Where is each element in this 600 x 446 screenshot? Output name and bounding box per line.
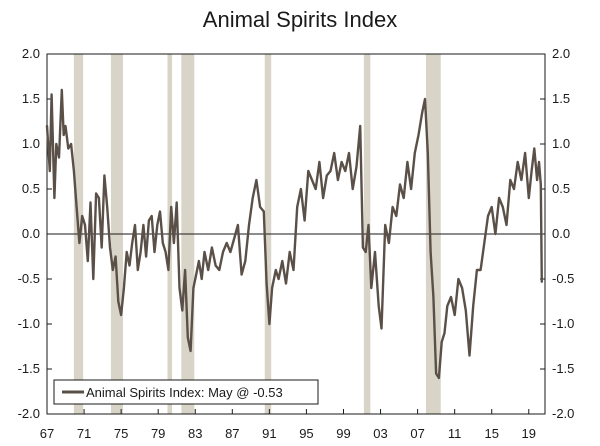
x-tick-label: 03 bbox=[373, 426, 387, 441]
x-tick-label: 83 bbox=[188, 426, 202, 441]
x-tick-label: 87 bbox=[225, 426, 239, 441]
y-tick-label-left: -2.0 bbox=[18, 406, 40, 421]
y-tick-label-right: -2.0 bbox=[552, 406, 574, 421]
legend: Animal Spirits Index: May @ -0.53 bbox=[53, 379, 319, 405]
series-line-0 bbox=[45, 88, 543, 380]
x-tick-label: 95 bbox=[299, 426, 313, 441]
y-tick-label-left: -1.5 bbox=[18, 361, 40, 376]
y-tick-label-left: 0.0 bbox=[22, 226, 40, 241]
y-tick-label-left: -1.0 bbox=[18, 316, 40, 331]
legend-label: Animal Spirits Index: May @ -0.53 bbox=[86, 385, 283, 400]
chart-title: Animal Spirits Index bbox=[203, 7, 397, 32]
y-tick-label-right: 0.0 bbox=[552, 226, 570, 241]
legend-box bbox=[53, 379, 319, 405]
x-tick-label: 99 bbox=[336, 426, 350, 441]
x-tick-label: 15 bbox=[484, 426, 498, 441]
series-layer bbox=[45, 88, 543, 380]
y-tick-label-right: -1.5 bbox=[552, 361, 574, 376]
y-tick-label-left: -0.5 bbox=[18, 271, 40, 286]
y-tick-label-left: 0.5 bbox=[22, 181, 40, 196]
x-tick-label: 07 bbox=[410, 426, 424, 441]
x-tick-label: 19 bbox=[522, 426, 536, 441]
axes: 2.0 2.0 1.5 1.5 1.0 1.0 0.5 0.5 0.0 0.0 -0.5 -0.5 -1… bbox=[18, 46, 575, 441]
y-tick-label-left: 1.0 bbox=[22, 136, 40, 151]
x-tick-label: 71 bbox=[77, 426, 91, 441]
y-tick-label-left: 1.5 bbox=[22, 91, 40, 106]
x-tick-label: 91 bbox=[262, 426, 276, 441]
x-tick-label: 79 bbox=[151, 426, 165, 441]
x-tick-label: 75 bbox=[114, 426, 128, 441]
y-tick-label-right: 1.0 bbox=[552, 136, 570, 151]
y-tick-label-right: 1.5 bbox=[552, 91, 570, 106]
x-tick-label: 11 bbox=[448, 426, 462, 441]
y-tick-label-right: -1.0 bbox=[552, 316, 574, 331]
y-tick-label-right: 0.5 bbox=[552, 181, 570, 196]
y-tick-label-right: -0.5 bbox=[552, 271, 574, 286]
y-tick-label-left: 2.0 bbox=[22, 46, 40, 61]
y-tick-label-right: 2.0 bbox=[552, 46, 570, 61]
x-tick-label: 67 bbox=[40, 426, 54, 441]
